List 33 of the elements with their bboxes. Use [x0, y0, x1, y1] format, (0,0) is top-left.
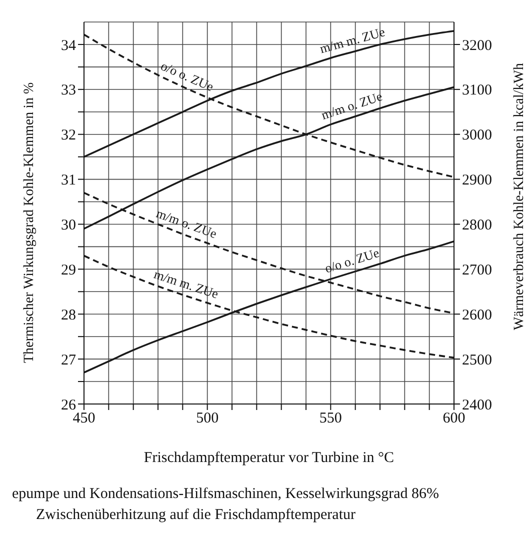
text: m/m m. ZUe: [318, 24, 387, 56]
text: o/o o. ZUe: [322, 244, 382, 276]
y-tick-label: 34: [61, 38, 76, 54]
y-tick-label: 32: [61, 128, 76, 144]
x-tick-label: 500: [196, 410, 219, 427]
y2-tick-label: 2500: [462, 352, 492, 368]
y2-tick-label: 2700: [462, 262, 492, 278]
y2-tick-label: 2600: [462, 307, 492, 324]
y2-tick-label: 2900: [462, 172, 492, 189]
x-tick-label: 600: [442, 410, 466, 427]
y2-tick-label: 2800: [462, 218, 492, 234]
x-axis-title: Frischdampftemperatur vor Turbine in °C: [144, 450, 394, 466]
y-tick-label: 31: [61, 172, 76, 189]
x-tick-label: 550: [319, 410, 342, 427]
y2-tick-label: 3100: [462, 82, 492, 99]
y2-tick-label: 3200: [462, 38, 492, 54]
y-tick-label: 26: [61, 397, 76, 414]
text: Zwischenüberhitzung auf die Frischdampftemperatur: [35, 506, 356, 525]
y2-tick-label: 3000: [462, 128, 492, 144]
y-tick-label: 29: [61, 262, 76, 278]
y2-axis-title: Wärmeverbrauch Kohle-Klemmen in kcal/kWh: [512, 63, 527, 330]
y-tick-label: 28: [61, 307, 76, 324]
y-tick-label: 30: [61, 218, 76, 234]
text: m/m o. ZUe: [154, 205, 220, 242]
y-tick-label: 33: [61, 82, 76, 99]
y-tick-label: 27: [61, 352, 76, 368]
y2-tick-label: 2400: [462, 397, 492, 414]
text: o/o o. ZUe: [158, 58, 216, 94]
text: epumpe und Kondensations-Hilfsmaschinen, Kesselwirkungsgrad 86%: [12, 485, 440, 504]
text: m/m o. ZUe: [319, 88, 384, 122]
y-axis-title: Thermischer Wirkungsgrad Kohle-Klemmen in %: [22, 82, 37, 363]
text: m/m m. ZUe: [152, 266, 221, 302]
x-tick-label: 450: [72, 410, 96, 427]
